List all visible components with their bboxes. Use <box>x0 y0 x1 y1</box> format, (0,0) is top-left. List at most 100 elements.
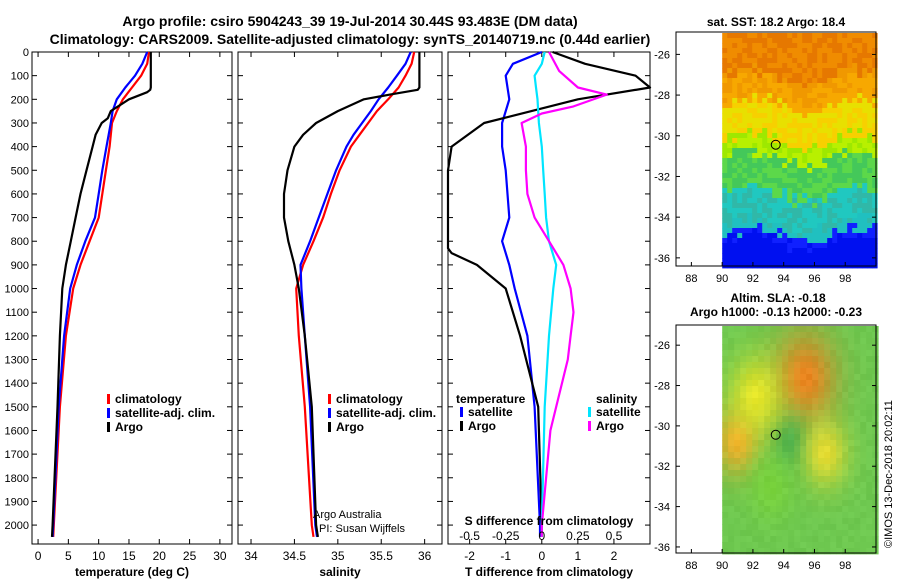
map-cell <box>777 238 783 244</box>
map-cell <box>770 380 777 387</box>
map-cell <box>776 446 783 453</box>
map-cell <box>860 338 867 345</box>
map-cell <box>772 153 778 159</box>
map-cell <box>752 398 759 405</box>
map-cell <box>842 98 848 104</box>
map-cell <box>777 173 783 179</box>
map-cell <box>772 128 778 134</box>
map-cell <box>812 198 818 204</box>
map-cell <box>764 326 771 333</box>
map-cell <box>787 148 793 154</box>
map-cell <box>862 163 868 169</box>
map-cell <box>788 464 795 471</box>
map-cell <box>862 153 868 159</box>
map-cell <box>818 440 825 447</box>
map-cell <box>862 68 868 74</box>
map-cell <box>727 158 733 164</box>
map-y-tick-label: -28 <box>654 381 670 393</box>
map-cell <box>762 113 768 119</box>
map-cell <box>734 332 741 339</box>
map-cell <box>732 153 738 159</box>
map-cell <box>727 168 733 174</box>
series-line-s-satellite <box>533 51 558 537</box>
map-cell <box>802 253 808 259</box>
map-cell <box>764 470 771 477</box>
map-cell <box>812 148 818 154</box>
map-cell <box>777 188 783 194</box>
map-cell <box>847 258 853 264</box>
argo-position-marker <box>770 139 781 150</box>
map-cell <box>782 362 789 369</box>
map-cell <box>800 332 807 339</box>
map-cell <box>852 203 858 209</box>
map-cell <box>847 198 853 204</box>
map-cell <box>852 73 858 79</box>
map-cell <box>812 258 818 264</box>
map-cell <box>812 392 819 399</box>
map-cell <box>822 143 828 149</box>
map-cell <box>848 500 855 507</box>
map-cell <box>797 83 803 89</box>
map-cell <box>777 253 783 259</box>
map-cell <box>830 326 837 333</box>
map-cell <box>787 223 793 229</box>
map-x-tick-label: 96 <box>808 273 820 285</box>
map-cell <box>727 223 733 229</box>
map-cell <box>777 63 783 69</box>
map-cell <box>767 148 773 154</box>
map-cell <box>830 536 837 543</box>
map-cell <box>806 434 813 441</box>
y-tick-label: 200 <box>11 94 29 106</box>
map-cell <box>847 38 853 44</box>
map-cell <box>746 494 753 501</box>
map-cell <box>817 93 823 99</box>
map-cell <box>752 386 759 393</box>
map-cell <box>767 128 773 134</box>
map-cell <box>860 410 867 417</box>
map-cell <box>737 238 743 244</box>
map-cell <box>862 48 868 54</box>
map-cell <box>842 446 849 453</box>
map-cell <box>767 43 773 49</box>
map-cell <box>866 356 873 363</box>
map-cell <box>832 138 838 144</box>
map-cell <box>764 434 771 441</box>
map-cell <box>824 326 831 333</box>
map-cell <box>740 434 747 441</box>
map-cell <box>867 118 873 124</box>
map-cell <box>782 153 788 159</box>
map-cell <box>782 178 788 184</box>
map-cell <box>742 203 748 209</box>
map-cell <box>800 464 807 471</box>
map-cell <box>792 138 798 144</box>
difference-panel: -2 -1 0 1 2T difference from climatologytemp… <box>446 50 652 579</box>
map-cell <box>836 518 843 525</box>
map-cell <box>752 33 758 39</box>
map-cell <box>872 233 878 239</box>
map-cell <box>792 198 798 204</box>
map-cell <box>758 446 765 453</box>
series-line-t-satellite <box>501 50 543 537</box>
map-cell <box>827 223 833 229</box>
map-cell <box>842 428 849 435</box>
map-cell <box>824 488 831 495</box>
map-cell <box>787 243 793 249</box>
map-cell <box>827 183 833 189</box>
map-cell <box>842 356 849 363</box>
map-cell <box>842 518 849 525</box>
map-cell <box>792 88 798 94</box>
map-cell <box>792 83 798 89</box>
map-cell <box>866 386 873 393</box>
map-cell <box>848 332 855 339</box>
map-cell <box>767 243 773 249</box>
map-cell <box>772 198 778 204</box>
map-cell <box>782 434 789 441</box>
map-cell <box>842 392 849 399</box>
map-cell <box>722 193 728 199</box>
map-cell <box>728 536 735 543</box>
map-cell <box>797 153 803 159</box>
map-cell <box>722 344 729 351</box>
map-cell <box>776 398 783 405</box>
map-cell <box>822 253 828 259</box>
map-cell <box>807 73 813 79</box>
